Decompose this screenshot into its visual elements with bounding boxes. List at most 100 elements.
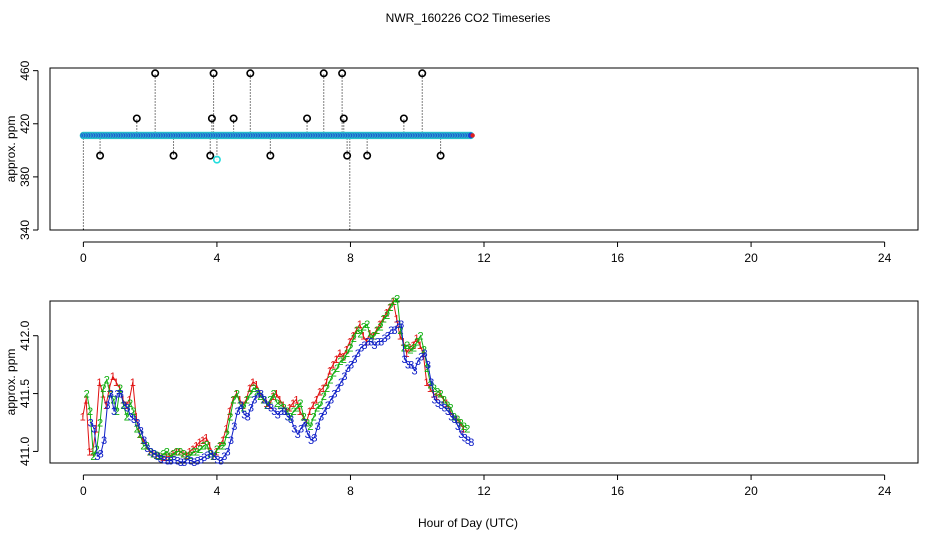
series-point-1: 1 — [240, 400, 246, 412]
series-point-3: 3 — [194, 456, 200, 468]
spike-point — [207, 114, 216, 123]
series-point-1: 1 — [460, 423, 466, 435]
figure-title: NWR_160226 CO2 Timeseries — [386, 11, 551, 25]
series-point-2: 2 — [341, 354, 347, 366]
series-point-2: 2 — [371, 331, 377, 343]
series-point-3: 3 — [345, 363, 351, 375]
y-tick-label: 412.0 — [18, 320, 32, 350]
series-point-2: 2 — [397, 325, 403, 337]
series-point-1: 1 — [220, 435, 226, 447]
series-point-2: 2 — [321, 391, 327, 403]
series-point-1: 1 — [200, 435, 206, 447]
series-point-3: 3 — [198, 455, 204, 467]
series-point-3: 3 — [465, 435, 471, 447]
series-point-1: 1 — [343, 345, 349, 357]
series-point-1: 1 — [427, 383, 433, 395]
spike-point — [132, 114, 141, 123]
series-point-3: 3 — [178, 457, 184, 469]
series-point-3: 3 — [305, 429, 311, 441]
series-point-2: 2 — [394, 294, 400, 306]
series-point-2: 2 — [160, 449, 166, 461]
series-point-1: 1 — [80, 412, 86, 424]
series-point-2: 2 — [244, 394, 250, 406]
series-point-2: 2 — [331, 368, 337, 380]
series-point-3: 3 — [318, 412, 324, 424]
series-point-2: 2 — [117, 383, 123, 395]
spike-point — [339, 114, 348, 123]
series-point-1: 1 — [136, 429, 142, 441]
series-point-2: 2 — [104, 375, 110, 387]
series-point-2: 2 — [130, 406, 136, 418]
series-point-1: 1 — [260, 394, 266, 406]
series-point-2: 2 — [451, 412, 457, 424]
series-point-2: 2 — [127, 398, 133, 410]
top-panel: 0 4 8 12 16 20 24 340 380 420 460 approx. ppm — [4, 60, 919, 265]
series-point-1: 1 — [86, 446, 92, 458]
series-point-2: 2 — [180, 449, 186, 461]
series-point-3: 3 — [391, 325, 397, 337]
series-point-2: 2 — [257, 391, 263, 403]
series-point-1: 1 — [440, 394, 446, 406]
series-point-3: 3 — [281, 406, 287, 418]
series-point-3: 3 — [265, 400, 271, 412]
series-point-2: 2 — [367, 333, 373, 345]
series-point-2: 2 — [404, 340, 410, 352]
series-point-1: 1 — [190, 444, 196, 456]
series-point-3: 3 — [164, 456, 170, 468]
series-point-1: 1 — [330, 360, 336, 372]
series-point-2: 2 — [444, 400, 450, 412]
series-point-3: 3 — [411, 365, 417, 377]
series-point-1: 1 — [280, 400, 286, 412]
series-point-3: 3 — [208, 449, 214, 461]
series-point-2: 2 — [247, 389, 253, 401]
series-point-2: 2 — [261, 394, 267, 406]
series-point-3: 3 — [124, 402, 130, 414]
series-point-2: 2 — [421, 345, 427, 357]
series-point-3: 3 — [221, 451, 227, 463]
series-point-2: 2 — [147, 446, 153, 458]
y-tick-label: 411.5 — [18, 379, 32, 408]
series-point-1: 1 — [397, 331, 403, 343]
series-point-2: 2 — [227, 412, 233, 424]
series-point-1: 1 — [253, 379, 259, 391]
series-point-3: 3 — [101, 435, 107, 447]
series-point-1: 1 — [333, 354, 339, 366]
series-point-1: 1 — [454, 414, 460, 426]
series-point-3: 3 — [134, 418, 140, 430]
series-point-3: 3 — [174, 456, 180, 468]
series-point-2: 2 — [441, 394, 447, 406]
series-point-2: 2 — [284, 406, 290, 418]
series-point-2: 2 — [207, 449, 213, 461]
series-point-3: 3 — [245, 412, 251, 424]
series-point-2: 2 — [167, 451, 173, 463]
series-point-3: 3 — [371, 340, 377, 352]
series-point-1: 1 — [126, 394, 132, 406]
x-tick-label: 12 — [477, 484, 491, 498]
series-point-3: 3 — [381, 333, 387, 345]
series-point-1: 1 — [113, 377, 119, 389]
series-point-2: 2 — [297, 398, 303, 410]
series-point-1: 1 — [414, 333, 420, 345]
series-point-3: 3 — [325, 400, 331, 412]
series-point-2: 2 — [301, 412, 307, 424]
series-point-1: 1 — [110, 371, 116, 383]
series-point-3: 3 — [328, 394, 334, 406]
series-point-3: 3 — [338, 377, 344, 389]
series-point-1: 1 — [340, 352, 346, 364]
series-point-1: 1 — [307, 406, 313, 418]
series-point-2: 2 — [351, 333, 357, 345]
series-point-3: 3 — [311, 433, 317, 445]
x-axis-label: Hour of Day (UTC) — [418, 516, 518, 530]
series-point-1: 1 — [186, 446, 192, 458]
series-point-2: 2 — [100, 383, 106, 395]
series-point-3: 3 — [422, 348, 428, 360]
x-tick-label: 0 — [80, 484, 87, 498]
series-point-2: 2 — [291, 406, 297, 418]
series-point-1: 1 — [273, 389, 279, 401]
series-point-3: 3 — [331, 389, 337, 401]
series-point-1: 1 — [424, 377, 430, 389]
series-point-2: 2 — [431, 383, 437, 395]
series-point-3: 3 — [131, 414, 137, 426]
x-tick-label: 0 — [80, 251, 87, 265]
series-point-2: 2 — [150, 449, 156, 461]
